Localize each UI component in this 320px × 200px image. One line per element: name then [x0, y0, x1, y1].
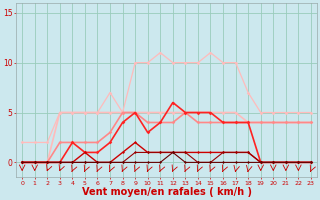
X-axis label: Vent moyen/en rafales ( km/h ): Vent moyen/en rafales ( km/h ) [82, 187, 252, 197]
